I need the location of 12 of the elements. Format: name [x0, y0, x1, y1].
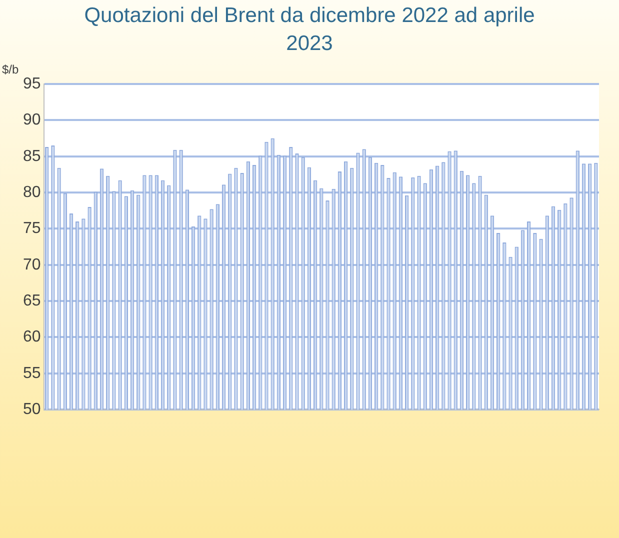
y-tick-label: 60 [23, 328, 41, 346]
y-tick-label: 55 [23, 364, 41, 382]
y-tick-label: 65 [23, 292, 41, 310]
y-axis-title: $/b [2, 62, 20, 76]
y-tick-label: 80 [23, 184, 41, 201]
y-tick-label: 50 [23, 401, 41, 418]
y-tick-label: 95 [23, 75, 41, 92]
y-tick-label: 70 [23, 256, 41, 274]
y-tick-label: 75 [23, 220, 41, 238]
y-tick-label: 85 [23, 148, 41, 165]
y-tick-label: 90 [23, 112, 41, 129]
chart-title: Quotazioni del Brent da dicembre 2022 ad aprile 2023 [83, 3, 536, 57]
